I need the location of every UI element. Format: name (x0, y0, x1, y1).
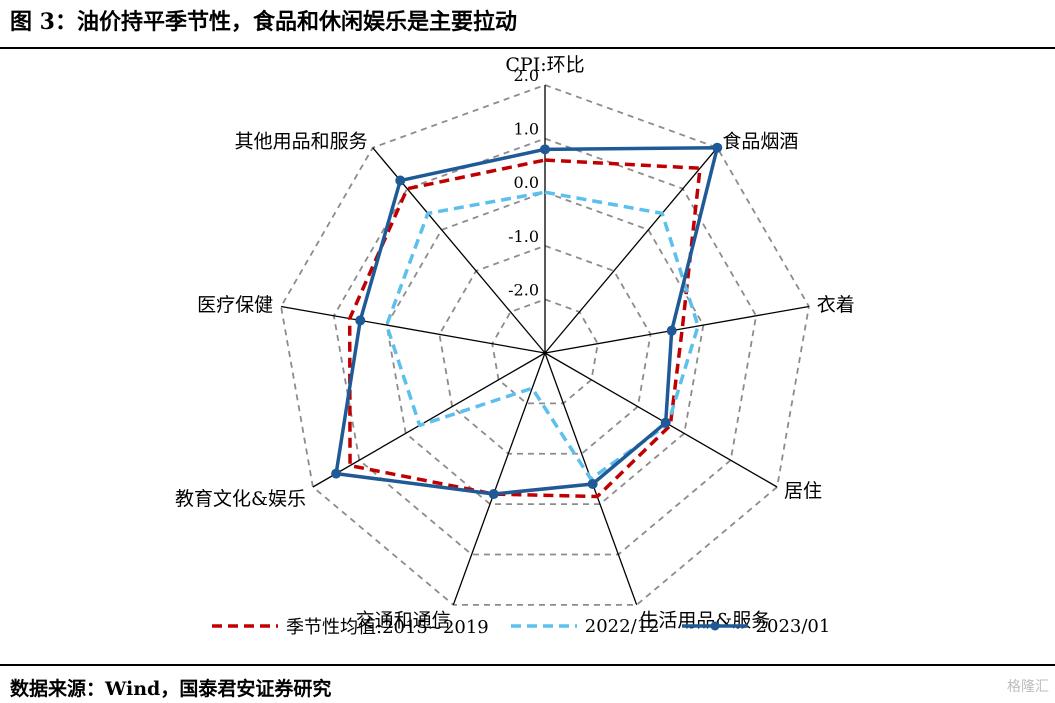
axis-spoke (280, 305, 546, 354)
source-note: 数据来源：Wind，国泰君安证券研究 (10, 678, 332, 700)
axis-label: 食品烟酒 (722, 131, 798, 153)
axis-label: 其他用品和服务 (235, 131, 368, 153)
series-point-2 (587, 478, 598, 489)
series-line-2 (334, 145, 720, 496)
axis-label: 交通和通信 (356, 609, 451, 631)
legend-item-seasonal: 季节性均值:2015~2019 (210, 613, 489, 639)
tick-label: 1.0 (514, 120, 539, 139)
series-point-2 (666, 325, 677, 336)
tick-label: 0.0 (514, 173, 539, 192)
axis-label: CPI:环比 (505, 54, 584, 76)
axis-label: 教育文化&娱乐 (175, 488, 306, 510)
axis-label: 衣着 (817, 294, 855, 316)
series-point-2 (355, 315, 366, 326)
axis-label: 居住 (784, 480, 822, 502)
figure-title: 图 3：油价持平季节性，食品和休闲娱乐是主要拉动 (10, 9, 517, 35)
axis-spoke (452, 352, 546, 606)
legend-swatch-2022-12 (510, 624, 577, 628)
tick-label: -2.0 (508, 280, 539, 299)
axis-spoke (544, 305, 810, 354)
series-point-2 (331, 468, 342, 479)
series-point-2 (540, 144, 550, 155)
watermark: 格隆汇 (1007, 679, 1049, 695)
axis-spoke (312, 352, 546, 488)
series-point-2 (488, 489, 499, 500)
axis-spoke (544, 352, 778, 488)
tick-label: 2.0 (514, 66, 539, 85)
legend-label-2023-01: 2023/01 (755, 615, 831, 637)
legend-item-2022-12: 2022/12 (509, 616, 660, 637)
axis-label: 医疗保健 (197, 294, 273, 316)
legend-item-2023-01: 2023/01 (680, 615, 831, 637)
bottom-rule (0, 664, 1055, 666)
series-line-1 (384, 190, 700, 481)
legend: 季节性均值:2015~2019 2022/12 2023/01 (210, 613, 850, 639)
series-point-2 (395, 175, 406, 186)
legend-label-2022-12: 2022/12 (584, 615, 660, 637)
series-point-2 (712, 142, 723, 153)
tick-label: -1.0 (508, 227, 539, 246)
legend-label-seasonal: 季节性均值:2015~2019 (286, 617, 489, 638)
legend-swatch-2023-01 (681, 621, 748, 631)
legend-swatch-seasonal (212, 624, 278, 628)
top-rule (0, 47, 1055, 49)
axis-spoke (544, 147, 718, 354)
series-point-2 (660, 417, 671, 428)
